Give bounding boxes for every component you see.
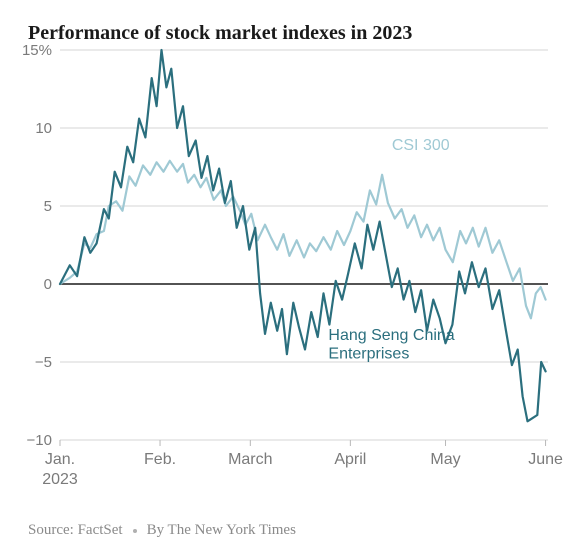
x-tick-label: April xyxy=(334,451,366,468)
y-tick-label: 10 xyxy=(35,120,52,137)
credit-source-prefix: Source: xyxy=(28,522,78,538)
credit-source: Source: FactSet xyxy=(28,522,123,539)
series-label-csi300: CSI 300 xyxy=(392,137,450,154)
x-tick-label: Jan. xyxy=(45,451,75,468)
credit-source-name: FactSet xyxy=(78,522,123,538)
x-tick-label: May xyxy=(430,451,460,468)
y-tick-label: 0 xyxy=(44,276,52,293)
y-tick-label: −10 xyxy=(27,432,52,449)
y-tick-label: 5 xyxy=(44,198,52,215)
x-tick-label: June xyxy=(528,451,563,468)
series-label-hscei: Hang Seng ChinaEnterprises xyxy=(328,327,454,362)
chart-root: Performance of stock market indexes in 2… xyxy=(0,0,576,551)
credit-line: Source: FactSet By The New York Times xyxy=(28,522,296,539)
separator-dot-icon xyxy=(133,529,137,533)
y-tick-label: −5 xyxy=(35,354,52,371)
credit-byline: By The New York Times xyxy=(147,522,296,539)
y-tick-label: 15% xyxy=(22,42,52,59)
chart-svg: −10 −5 0 5 10 15% Jan. Feb. March April May June 202… xyxy=(0,0,576,551)
x-tick-label: March xyxy=(228,451,272,468)
x-sublabel: 2023 xyxy=(42,471,78,488)
x-tick-label: Feb. xyxy=(144,451,176,468)
series-line-csi300 xyxy=(60,161,546,318)
series-line-hscei xyxy=(60,50,546,421)
